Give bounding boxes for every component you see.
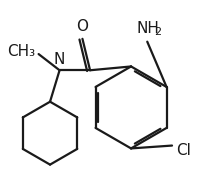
- Text: NH: NH: [137, 21, 160, 36]
- Text: Cl: Cl: [176, 143, 191, 158]
- Text: 2: 2: [154, 27, 161, 37]
- Text: N: N: [54, 52, 65, 67]
- Text: O: O: [76, 19, 88, 34]
- Text: CH₃: CH₃: [7, 44, 35, 59]
